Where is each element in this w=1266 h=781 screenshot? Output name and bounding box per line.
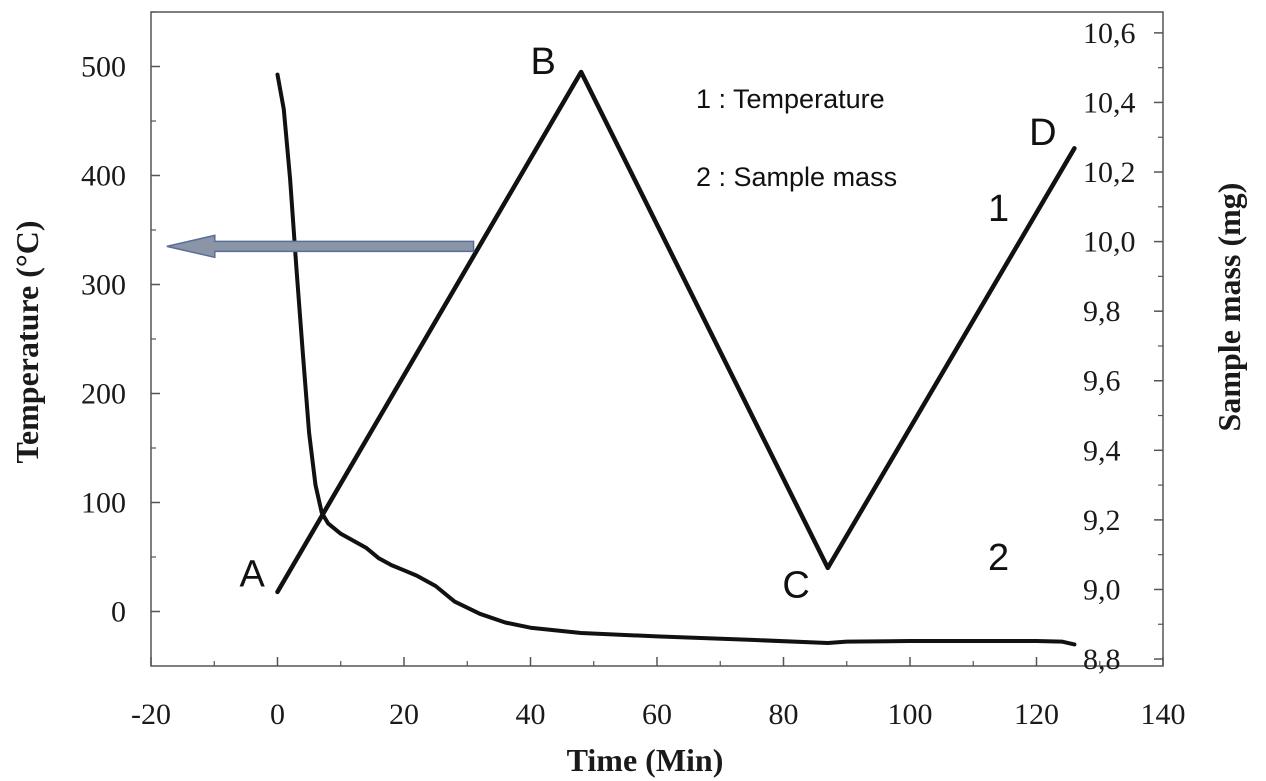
left-axis-pointer-arrow bbox=[166, 234, 475, 259]
right-y-axis-ticks: 8,8 9,0 9,2 9,4 9,6 9,8 10,0 10,2 10,4 10,6 bbox=[1083, 17, 1163, 676]
left-y-axis-title: Temperature (°C) bbox=[9, 221, 45, 464]
x-tick-label: 0 bbox=[270, 698, 285, 731]
x-axis-title: Time (Min) bbox=[567, 742, 724, 778]
left-y-tick-label: 0 bbox=[111, 596, 126, 629]
arrow-layer bbox=[166, 234, 475, 259]
x-tick-label: 40 bbox=[516, 698, 546, 731]
right-y-tick-label: 8,8 bbox=[1083, 643, 1121, 676]
left-y-tick-label: 300 bbox=[81, 269, 126, 302]
annotation-label-A: A bbox=[240, 553, 266, 595]
x-tick-label: -20 bbox=[131, 698, 171, 731]
left-y-tick-label: 100 bbox=[81, 487, 126, 520]
annotation-label-C: C bbox=[782, 564, 809, 606]
left-y-tick-label: 400 bbox=[81, 160, 126, 193]
right-y-tick-label: 9,2 bbox=[1083, 504, 1121, 537]
x-axis-ticks: -20 0 20 40 60 80 100 120 140 bbox=[131, 657, 1186, 731]
legend-item-sample-mass: 2 : Sample mass bbox=[696, 162, 897, 192]
x-tick-label: 60 bbox=[642, 698, 672, 731]
series-line-temperature bbox=[275, 69, 1077, 595]
right-y-tick-label: 10,4 bbox=[1083, 86, 1136, 119]
annotation-layer: A B C D1 2 bbox=[240, 41, 1057, 606]
x-tick-label: 120 bbox=[1014, 698, 1059, 731]
x-tick-label: 80 bbox=[769, 698, 799, 731]
series-layer bbox=[275, 69, 1077, 647]
right-y-tick-label: 9,0 bbox=[1083, 573, 1121, 606]
right-y-tick-label: 9,4 bbox=[1083, 434, 1121, 467]
series-line-sample-mass bbox=[275, 72, 1077, 647]
annotation-label-D: D bbox=[1029, 112, 1056, 154]
legend-item-temperature: 1 : Temperature bbox=[696, 84, 885, 114]
right-y-axis-title: Sample mass (mg) bbox=[1211, 183, 1247, 432]
x-tick-label: 140 bbox=[1141, 698, 1186, 731]
annotation-label-2: 2 bbox=[988, 537, 1009, 579]
left-y-tick-label: 200 bbox=[81, 378, 126, 411]
left-y-tick-label: 500 bbox=[81, 51, 126, 84]
right-y-tick-label: 10,0 bbox=[1083, 226, 1136, 259]
right-y-tick-label: 9,6 bbox=[1083, 365, 1121, 398]
right-y-tick-label: 10,2 bbox=[1083, 156, 1136, 189]
annotation-label-1: 1 bbox=[988, 188, 1009, 230]
left-y-axis-ticks: 0 100 200 300 400 500 bbox=[81, 11, 160, 629]
x-tick-label: 20 bbox=[389, 698, 419, 731]
right-y-tick-label: 10,6 bbox=[1083, 17, 1136, 50]
right-y-tick-label: 9,8 bbox=[1083, 295, 1121, 328]
x-tick-label: 100 bbox=[888, 698, 933, 731]
annotation-label-B: B bbox=[530, 41, 555, 83]
